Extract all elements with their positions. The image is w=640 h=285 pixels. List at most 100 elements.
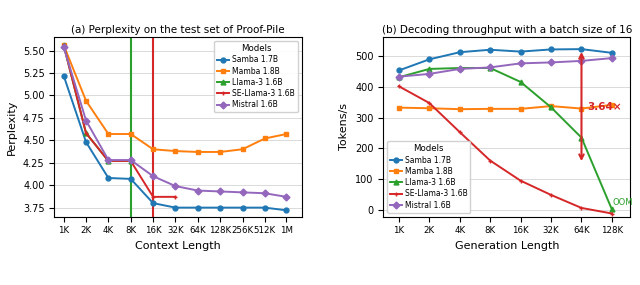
Llama-3 1.6B <box>516 80 524 84</box>
Mamba 1.8B <box>104 132 112 136</box>
Llama-3 1.6B <box>456 66 463 70</box>
Mistral 1.6B <box>216 190 224 193</box>
SE-Llama-3 1.6B <box>426 101 433 105</box>
Mistral 1.6B <box>127 158 134 162</box>
Samba 1.7B <box>60 74 67 77</box>
Line: Mistral 1.6B: Mistral 1.6B <box>61 44 289 199</box>
Samba 1.7B <box>547 48 555 51</box>
SE-Llama-3 1.6B <box>82 131 90 135</box>
Line: Mamba 1.8B: Mamba 1.8B <box>61 43 289 154</box>
Line: Mamba 1.8B: Mamba 1.8B <box>396 102 614 112</box>
Line: SE-Llama-3 1.6B: SE-Llama-3 1.6B <box>396 84 614 216</box>
Mamba 1.8B <box>283 132 291 136</box>
Title: (b) Decoding throughput with a batch size of 16: (b) Decoding throughput with a batch siz… <box>381 25 632 35</box>
SE-Llama-3 1.6B <box>172 195 179 199</box>
Mamba 1.8B <box>608 103 616 107</box>
Samba 1.7B <box>149 201 157 205</box>
SE-Llama-3 1.6B <box>486 159 494 162</box>
Samba 1.7B <box>578 47 586 51</box>
SE-Llama-3 1.6B <box>60 43 67 47</box>
Mamba 1.8B <box>261 137 269 140</box>
Legend: Samba 1.7B, Mamba 1.8B, Llama-3 1.6B, SE-Llama-3 1.6B, Mistral 1.6B: Samba 1.7B, Mamba 1.8B, Llama-3 1.6B, SE… <box>214 41 298 113</box>
Mamba 1.8B <box>239 148 246 151</box>
Samba 1.7B <box>216 206 224 209</box>
Mistral 1.6B <box>149 174 157 178</box>
Mistral 1.6B <box>104 158 112 162</box>
Samba 1.7B <box>104 176 112 180</box>
Mamba 1.8B <box>127 132 134 136</box>
Mamba 1.8B <box>82 99 90 103</box>
Mistral 1.6B <box>516 62 524 65</box>
Mamba 1.8B <box>456 107 463 111</box>
Mistral 1.6B <box>578 59 586 63</box>
Line: SE-Llama-3 1.6B: SE-Llama-3 1.6B <box>61 43 178 199</box>
SE-Llama-3 1.6B <box>456 130 463 134</box>
Samba 1.7B <box>608 51 616 54</box>
Title: (a) Perplexity on the test set of Proof-Pile: (a) Perplexity on the test set of Proof-… <box>71 25 285 35</box>
SE-Llama-3 1.6B <box>127 159 134 163</box>
Samba 1.7B <box>82 141 90 144</box>
Llama-3 1.6B <box>82 131 90 135</box>
Llama-3 1.6B <box>486 66 494 70</box>
Mamba 1.8B <box>194 150 202 154</box>
Mistral 1.6B <box>172 184 179 188</box>
SE-Llama-3 1.6B <box>395 85 403 88</box>
Llama-3 1.6B <box>426 67 433 71</box>
Llama-3 1.6B <box>395 76 403 79</box>
Mamba 1.8B <box>486 107 494 111</box>
Samba 1.7B <box>426 58 433 61</box>
Text: OOM: OOM <box>612 198 634 207</box>
Mistral 1.6B <box>456 67 463 71</box>
Samba 1.7B <box>239 206 246 209</box>
Mamba 1.8B <box>216 150 224 154</box>
SE-Llama-3 1.6B <box>547 193 555 197</box>
Mistral 1.6B <box>608 56 616 60</box>
SE-Llama-3 1.6B <box>578 206 586 210</box>
Mamba 1.8B <box>426 107 433 110</box>
Mistral 1.6B <box>426 72 433 76</box>
SE-Llama-3 1.6B <box>104 159 112 163</box>
Mamba 1.8B <box>547 104 555 108</box>
X-axis label: Context Length: Context Length <box>135 241 221 251</box>
Y-axis label: Tokens/s: Tokens/s <box>339 103 349 150</box>
Mamba 1.8B <box>149 148 157 151</box>
Samba 1.7B <box>395 69 403 72</box>
Samba 1.7B <box>456 50 463 54</box>
SE-Llama-3 1.6B <box>149 195 157 199</box>
Mistral 1.6B <box>239 191 246 194</box>
Samba 1.7B <box>194 206 202 209</box>
Mamba 1.8B <box>395 106 403 109</box>
Mistral 1.6B <box>194 189 202 192</box>
Line: Samba 1.7B: Samba 1.7B <box>61 73 289 213</box>
Llama-3 1.6B <box>60 43 67 47</box>
Mistral 1.6B <box>547 61 555 64</box>
SE-Llama-3 1.6B <box>516 179 524 182</box>
Text: 3.64×: 3.64× <box>587 101 621 111</box>
Llama-3 1.6B <box>547 106 555 109</box>
Mistral 1.6B <box>395 75 403 78</box>
Line: Llama-3 1.6B: Llama-3 1.6B <box>61 43 133 163</box>
X-axis label: Generation Length: Generation Length <box>454 241 559 251</box>
Line: Samba 1.7B: Samba 1.7B <box>396 47 614 73</box>
Mamba 1.8B <box>60 43 67 47</box>
Mistral 1.6B <box>261 192 269 195</box>
Llama-3 1.6B <box>127 159 134 163</box>
Mamba 1.8B <box>172 149 179 153</box>
Mistral 1.6B <box>82 119 90 122</box>
Mamba 1.8B <box>516 107 524 111</box>
Samba 1.7B <box>172 206 179 209</box>
Mistral 1.6B <box>486 66 494 69</box>
Samba 1.7B <box>261 206 269 209</box>
Llama-3 1.6B <box>578 136 586 139</box>
Samba 1.7B <box>486 48 494 52</box>
Legend: Samba 1.7B, Mamba 1.8B, Llama-3 1.6B, SE-Llama-3 1.6B, Mistral 1.6B: Samba 1.7B, Mamba 1.8B, Llama-3 1.6B, SE… <box>387 141 470 213</box>
Y-axis label: Perplexity: Perplexity <box>8 99 17 154</box>
SE-Llama-3 1.6B <box>608 212 616 215</box>
Llama-3 1.6B <box>104 159 112 163</box>
Line: Llama-3 1.6B: Llama-3 1.6B <box>396 66 614 212</box>
Mamba 1.8B <box>578 107 586 110</box>
Samba 1.7B <box>283 209 291 212</box>
Mistral 1.6B <box>283 195 291 199</box>
Llama-3 1.6B <box>608 208 616 211</box>
Line: Mistral 1.6B: Mistral 1.6B <box>396 56 614 79</box>
